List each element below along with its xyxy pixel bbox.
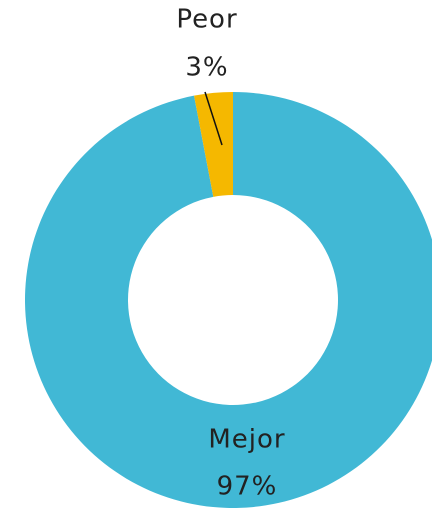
slice-label: Mejor bbox=[208, 425, 285, 455]
leader-line bbox=[204, 91, 223, 146]
slice bbox=[194, 92, 233, 197]
value-label: 3% bbox=[185, 53, 228, 83]
slice-label: Peor bbox=[176, 5, 237, 35]
value-label: 97% bbox=[217, 472, 278, 502]
slice bbox=[25, 92, 432, 508]
